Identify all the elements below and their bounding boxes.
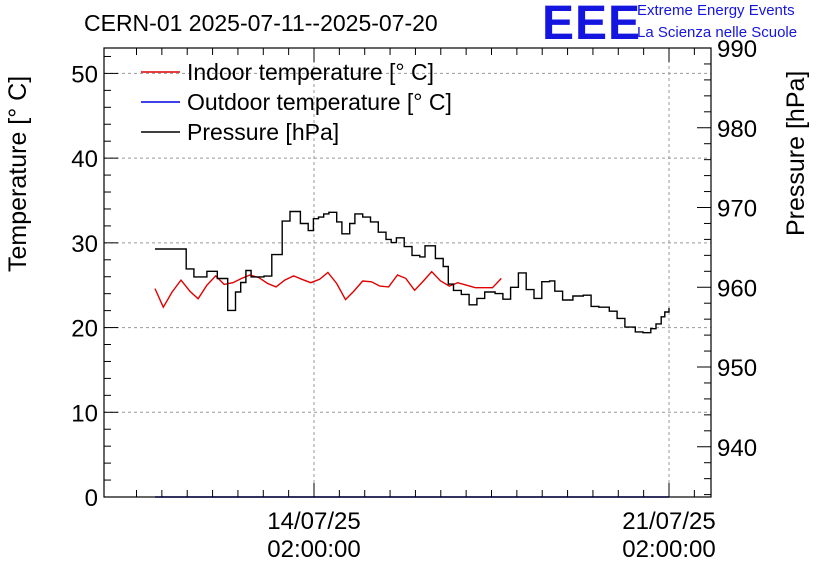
left-tick-label: 50 (71, 61, 98, 88)
pressure-hpa-series (155, 210, 670, 334)
chart-title: CERN-01 2025-07-11--2025-07-20 (84, 10, 438, 36)
legend-label: Outdoor temperature [° C] (187, 89, 452, 115)
x-tick-date: 21/07/25 (622, 508, 715, 535)
right-tick-label: 980 (717, 116, 757, 143)
left-tick-label: 30 (71, 231, 98, 258)
left-tick-label: 0 (85, 485, 98, 512)
legend: Indoor temperature [° C] Outdoor temperat… (141, 59, 452, 145)
plot-frame (103, 47, 712, 498)
left-tick-label: 10 (71, 400, 98, 427)
x-tick-time: 02:00:00 (622, 536, 715, 563)
left-tick-label: 40 (71, 146, 98, 173)
logo-line-2: La Scienza nelle Scuole (637, 24, 798, 41)
left-tick-label: 20 (71, 316, 98, 343)
right-tick-label: 960 (717, 275, 757, 302)
right-tick-label: 940 (717, 435, 757, 462)
grid-lines (104, 48, 711, 497)
series-layer (154, 210, 670, 498)
indoor-temperature-c-series (154, 270, 502, 309)
right-tick-label: 970 (717, 196, 757, 223)
eee-logo: EEE (542, 0, 642, 50)
right-tick-label: 990 (717, 36, 757, 63)
axes: 0102030405094095096097098099014/07/2502:… (71, 36, 757, 563)
legend-label: Indoor temperature [° C] (187, 59, 434, 85)
x-tick-date: 14/07/25 (267, 508, 360, 535)
right-tick-label: 950 (717, 355, 757, 382)
logo-line-1: Extreme Energy Events (637, 2, 795, 19)
legend-label: Pressure [hPa] (187, 119, 339, 145)
x-tick-time: 02:00:00 (267, 536, 360, 563)
